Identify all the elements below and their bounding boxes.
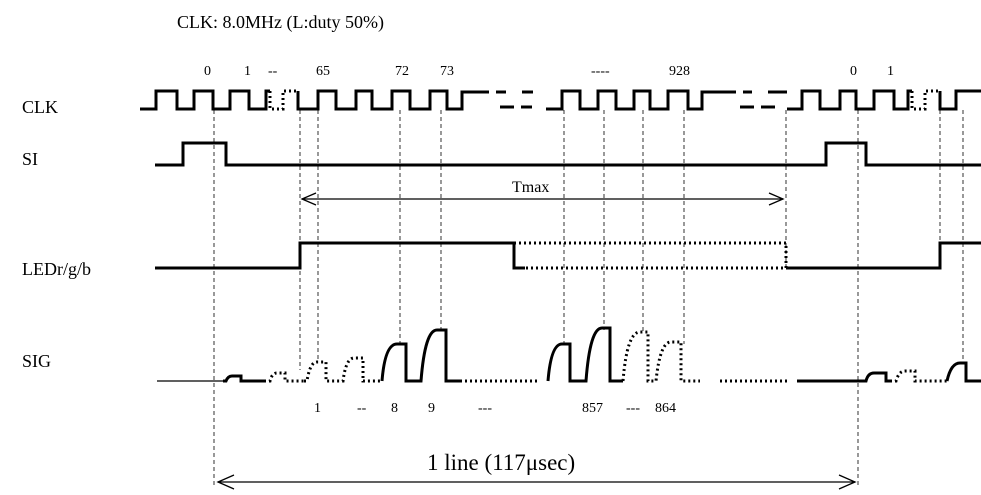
clk-count-label: 72 [395, 64, 409, 79]
si-signal-label: SI [22, 149, 38, 169]
clk-count-label: 1 [244, 64, 251, 79]
led-signal-label: LEDr/g/b [22, 259, 91, 279]
clk-count-label: 0 [850, 64, 857, 79]
clk-count-label: 65 [316, 64, 330, 79]
timing-guides [213, 110, 964, 487]
pixel-index-label: 857 [582, 401, 603, 416]
sig-signal-label: SIG [22, 351, 51, 371]
pixel-index-label: -- [357, 401, 367, 416]
clk-count-label: 1 [887, 64, 894, 79]
tmax-arrow [300, 192, 785, 206]
si-waveform [155, 141, 981, 167]
pixel-index-label: 8 [391, 401, 398, 416]
line-period-label: 1 line (117μsec) [427, 450, 575, 475]
line-period-arrow [216, 474, 857, 490]
clk-count-label: 73 [440, 64, 454, 79]
tmax-label: Tmax [512, 179, 549, 196]
led-waveform [155, 241, 981, 270]
pixel-index-label: 864 [655, 401, 676, 416]
pixel-index-label: 1 [314, 401, 321, 416]
clk-count-label: 0 [204, 64, 211, 79]
clk-count-label: ---- [591, 64, 610, 79]
clock-spec-label: CLK: 8.0MHz (L:duty 50%) [177, 12, 384, 33]
pixel-index-label: --- [626, 401, 640, 416]
pixel-index-label: 9 [428, 401, 435, 416]
clk-count-label: 928 [669, 64, 690, 79]
clk-count-labels: 0 1 -- 65 72 73 ---- 928 0 1 [204, 64, 894, 79]
sig-waveform [157, 326, 981, 383]
clk-signal-label: CLK [22, 97, 58, 117]
clk-waveform [140, 89, 981, 111]
pixel-index-labels: 1 -- 8 9 --- 857 --- 864 [314, 401, 676, 416]
pixel-index-label: --- [478, 401, 492, 416]
clk-count-label: -- [268, 64, 278, 79]
